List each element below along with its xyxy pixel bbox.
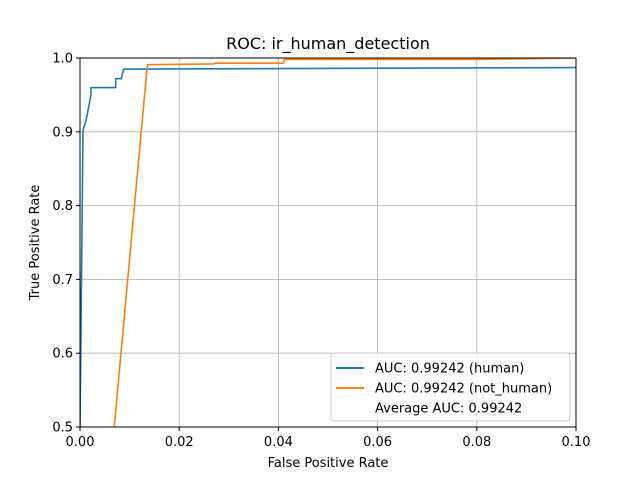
series-line-not-human — [113, 58, 576, 427]
x-tick-label: 0.00 — [66, 435, 95, 450]
x-tick-label: 0.02 — [165, 435, 194, 450]
y-tick-label: 0.5 — [52, 421, 73, 436]
y-tick-label: 0.7 — [52, 273, 73, 288]
x-tick-label: 0.06 — [363, 435, 392, 450]
legend-label-human: AUC: 0.99242 (human) — [375, 362, 524, 377]
x-tick-label: 0.08 — [462, 435, 491, 450]
x-tick-label: 0.10 — [562, 435, 591, 450]
legend-label-not-human: AUC: 0.99242 (not_human) — [375, 382, 552, 397]
legend-box — [330, 352, 571, 422]
chart-title: ROC: ir_human_detection — [226, 34, 430, 54]
series-lines — [80, 58, 576, 427]
grid — [79, 57, 577, 428]
plot-frame — [79, 57, 577, 428]
y-axis-label: True Positive Rate — [28, 185, 43, 302]
x-axis-label: False Positive Rate — [268, 456, 389, 471]
y-tick-label: 1.0 — [52, 52, 73, 67]
x-tick-label: 0.04 — [264, 435, 293, 450]
legend-label-average-auc: Average AUC: 0.99242 — [375, 402, 522, 417]
series-line-human — [80, 66, 576, 427]
legend: AUC: 0.99242 (human) AUC: 0.99242 (not_h… — [330, 352, 571, 422]
y-tick-label: 0.9 — [52, 125, 73, 140]
y-tick-label: 0.8 — [52, 199, 73, 214]
y-tick-label: 0.6 — [52, 347, 73, 362]
axis-ticks: 0.00 0.02 0.04 0.06 0.08 0.10 0.5 0.6 0.7 0.8 0.9 1… — [52, 52, 590, 451]
